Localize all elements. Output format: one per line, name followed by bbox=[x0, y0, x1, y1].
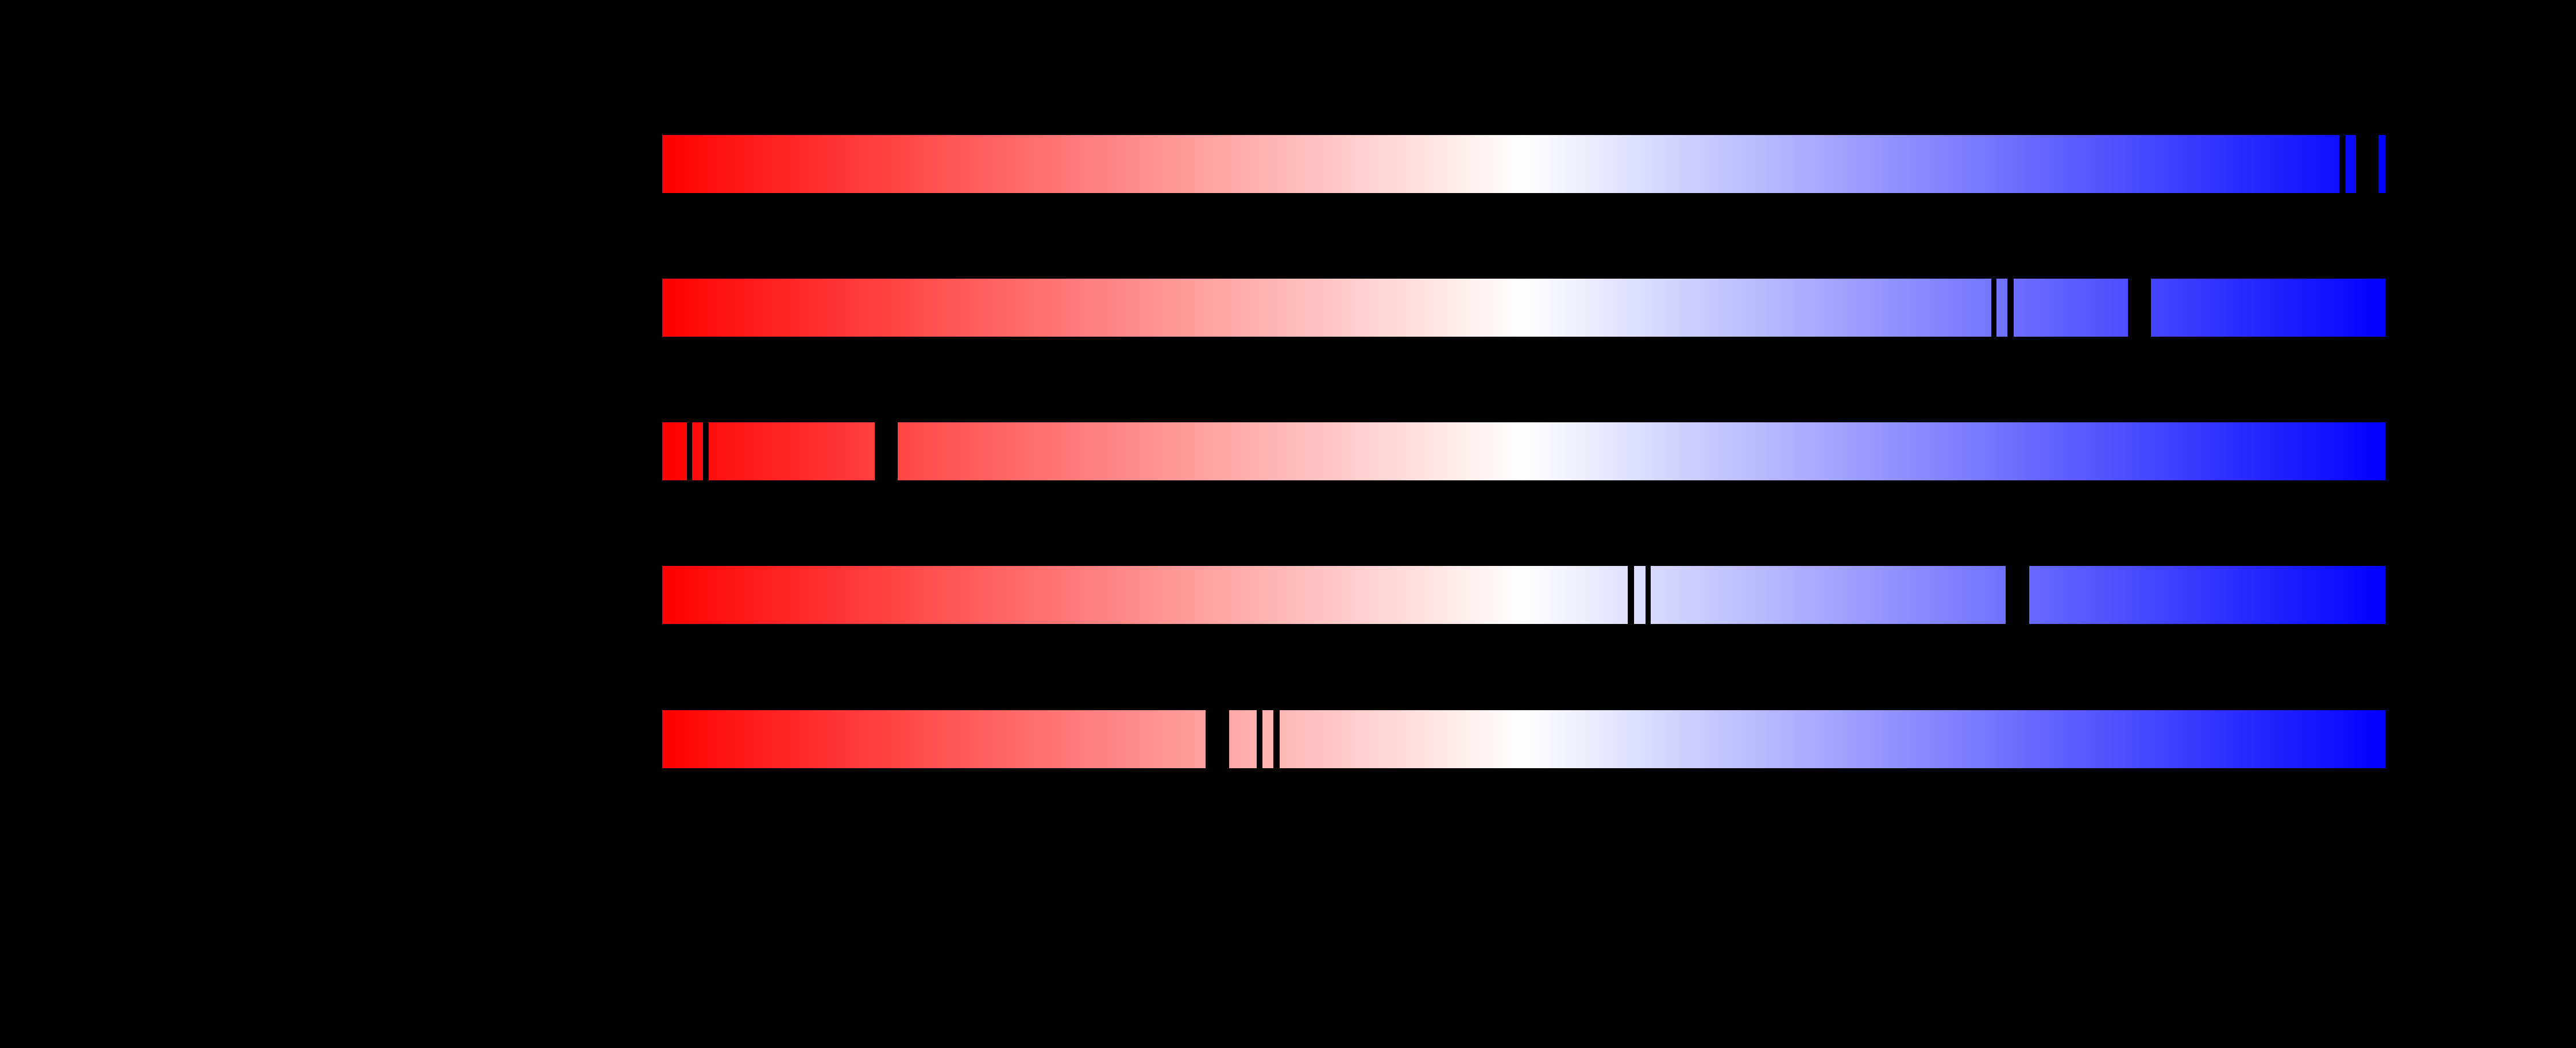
thin-tick-marker bbox=[1991, 279, 1996, 337]
thin-tick-marker bbox=[1646, 566, 1651, 624]
thin-tick-marker bbox=[1257, 710, 1262, 768]
thin-tick-marker bbox=[1628, 566, 1634, 624]
wide-tick-marker bbox=[2128, 279, 2151, 337]
thin-tick-marker bbox=[2007, 279, 2014, 337]
wide-tick-marker bbox=[875, 422, 898, 480]
thin-tick-marker bbox=[687, 422, 692, 480]
wide-tick-marker bbox=[2356, 135, 2378, 193]
gradient-bar-row-1 bbox=[662, 135, 2385, 193]
thin-tick-marker bbox=[703, 422, 709, 480]
gradient-bar-row-2 bbox=[662, 279, 2385, 337]
wide-tick-marker bbox=[2006, 566, 2029, 624]
thin-tick-marker bbox=[1273, 710, 1280, 768]
gradient-bar-row-4 bbox=[662, 566, 2385, 624]
thin-tick-marker bbox=[2339, 135, 2346, 193]
wide-tick-marker bbox=[1206, 710, 1229, 768]
gradient-bar-row-5 bbox=[662, 710, 2385, 768]
gradient-bar-row-3 bbox=[662, 422, 2385, 480]
